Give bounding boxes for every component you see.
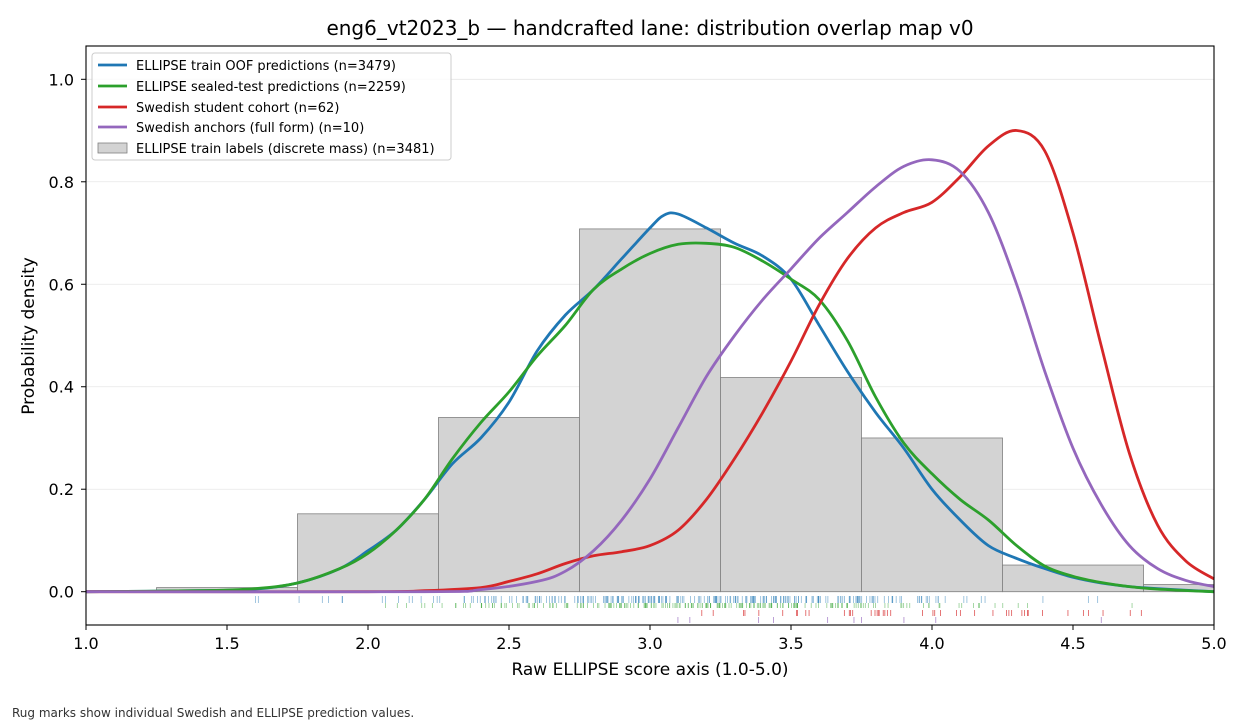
density-lines xyxy=(85,129,1215,594)
x-tick-label-7: 4.5 xyxy=(1060,634,1085,653)
x-tick-label-2: 2.0 xyxy=(355,634,380,653)
rug-row-2 xyxy=(701,610,1142,616)
legend-label-0: ELLIPSE train OOF predictions (n=3479) xyxy=(136,59,396,74)
x-tick-label-5: 3.5 xyxy=(778,634,803,653)
chart: eng6_vt2023_b — handcrafted lane: distri… xyxy=(19,16,1227,680)
rug-row-3 xyxy=(677,617,1102,623)
x-axis-ticks: 1.0 1.5 2.0 2.5 3.0 3.5 4.0 4.5 5.0 xyxy=(73,625,1227,653)
density-line-1 xyxy=(85,241,1215,594)
x-tick-label-0: 1.0 xyxy=(73,634,98,653)
legend-label-1: ELLIPSE sealed-test predictions (n=2259) xyxy=(136,80,406,95)
x-tick-label-1: 1.5 xyxy=(214,634,239,653)
rug-marks xyxy=(255,596,1142,623)
histogram-bars xyxy=(156,228,1215,593)
legend-label-2: Swedish student cohort (n=62) xyxy=(136,101,339,116)
histogram-bar-3 xyxy=(579,228,721,593)
x-tick-label-3: 2.5 xyxy=(496,634,521,653)
y-tick-label-2: 0.4 xyxy=(49,378,74,397)
legend-label-3: Swedish anchors (full form) (n=10) xyxy=(136,121,364,136)
legend-box xyxy=(91,52,452,161)
y-tick-label-3: 0.6 xyxy=(49,275,74,294)
y-axis-ticks: 0.0 0.2 0.4 0.6 0.8 1.0 xyxy=(49,70,86,602)
rug-row-0 xyxy=(255,596,1099,603)
density-line-2 xyxy=(85,129,1215,594)
x-tick-label-8: 5.0 xyxy=(1201,634,1226,653)
y-tick-label-5: 1.0 xyxy=(49,70,74,89)
histogram-bar-4 xyxy=(720,377,862,593)
chart-title: eng6_vt2023_b — handcrafted lane: distri… xyxy=(326,16,973,40)
y-tick-label-4: 0.8 xyxy=(49,173,74,192)
density-line-3 xyxy=(85,158,1215,594)
footnote: Rug marks show individual Swedish and EL… xyxy=(12,706,415,720)
x-tick-label-4: 3.0 xyxy=(637,634,662,653)
legend-swatch-histogram xyxy=(97,142,128,154)
legend-label-histogram: ELLIPSE train labels (discrete mass) (n=… xyxy=(136,142,435,157)
y-axis-label: Probability density xyxy=(19,257,39,415)
x-tick-label-6: 4.0 xyxy=(919,634,944,653)
rug-row-1 xyxy=(385,603,1133,608)
legend: ELLIPSE train OOF predictions (n=3479) EL… xyxy=(91,52,452,161)
histogram-bar-5 xyxy=(861,437,1003,593)
y-tick-label-1: 0.2 xyxy=(49,480,74,499)
y-tick-label-0: 0.0 xyxy=(49,583,74,602)
x-axis-label: Raw ELLIPSE score axis (1.0-5.0) xyxy=(511,660,788,680)
